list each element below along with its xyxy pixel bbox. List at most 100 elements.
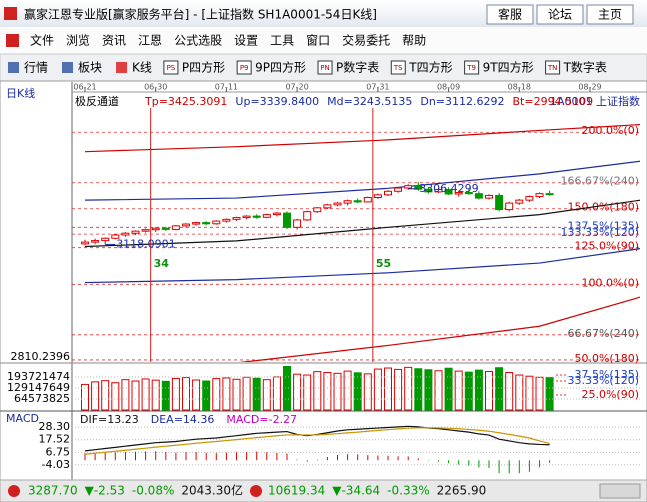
menu-item[interactable]: 交易委托	[342, 33, 390, 48]
volume-bar	[434, 370, 443, 411]
indicator-name: 极反通道	[75, 94, 119, 108]
cycle-label: 34	[154, 257, 170, 270]
volume-bar	[303, 374, 312, 411]
tool-icon-text[interactable]: PS	[167, 64, 176, 72]
tool-icon[interactable]	[8, 62, 19, 73]
volume-bar	[222, 377, 231, 411]
tool-icon[interactable]	[62, 62, 74, 73]
volume-bar	[414, 368, 423, 411]
tool-icon-text[interactable]: PN	[320, 64, 329, 72]
menu-item[interactable]: 窗口	[306, 34, 330, 48]
tool-label[interactable]: 板块	[78, 61, 102, 75]
menu-item[interactable]: 帮助	[402, 34, 426, 48]
candle-body	[485, 194, 493, 199]
volume-tick-label: 129147649	[7, 381, 70, 394]
x-tick-label: 07-31	[366, 83, 389, 92]
tool-icon[interactable]	[464, 60, 480, 75]
symbol: 1A0001 上证指数	[550, 94, 640, 108]
menu-item[interactable]: 设置	[234, 34, 258, 48]
tool-label[interactable]: T四方形	[408, 60, 452, 75]
candle-body	[434, 189, 443, 193]
volume-bar	[404, 366, 413, 411]
window-button-label[interactable]: 论坛	[548, 8, 572, 22]
window-button[interactable]	[486, 4, 534, 25]
volume-bar	[293, 373, 302, 411]
tool-label[interactable]: P四方形	[182, 60, 225, 75]
tool-label[interactable]: T数字表	[563, 60, 607, 75]
menu-item[interactable]: 浏览	[66, 33, 90, 48]
level-label: 25.0%(90)	[581, 388, 639, 401]
candle-body	[495, 194, 504, 211]
volume-bar	[333, 372, 342, 411]
chart-area	[0, 80, 647, 481]
candle-body	[81, 241, 89, 245]
candle-body	[343, 200, 352, 204]
tool-icon[interactable]	[116, 62, 128, 73]
status-icon	[8, 485, 20, 497]
tool-label[interactable]: 9T四方形	[483, 60, 534, 75]
status-item: ▼-34.64	[332, 484, 380, 498]
tool-label[interactable]: P数字表	[336, 60, 379, 75]
menu-item[interactable]: 公式选股	[174, 34, 222, 48]
tool-icon-text[interactable]: TN	[547, 64, 558, 72]
window-button[interactable]	[536, 4, 584, 25]
channel-line	[84, 160, 640, 201]
tool-label[interactable]: 行情	[24, 61, 48, 75]
volume-bar	[91, 381, 100, 411]
x-tick-label: 06-30	[144, 83, 167, 92]
channel-line	[84, 199, 640, 248]
candle-body	[111, 234, 120, 239]
macd-title: MACD	[6, 412, 39, 425]
candle-body	[101, 237, 110, 242]
tool-label[interactable]: K线	[132, 61, 152, 75]
candle-body	[242, 215, 251, 219]
window-button-label[interactable]: 主页	[598, 8, 622, 22]
level-label: 166.67%(240)	[560, 175, 639, 188]
menu-item[interactable]: 资讯	[102, 34, 126, 48]
annotation-label: 3306.4299	[419, 182, 479, 195]
volume-bar	[232, 378, 241, 411]
volume-bar	[131, 380, 140, 411]
volume-bar	[394, 368, 403, 411]
volume-bar	[535, 376, 544, 411]
cycle-label: 55	[376, 257, 391, 270]
menu-item[interactable]: 工具	[270, 34, 294, 48]
candle-body	[545, 193, 554, 196]
window-button[interactable]	[586, 4, 634, 25]
level-label: 137.5%(135)	[567, 219, 639, 232]
price-bottom-label: 2810.2396	[11, 350, 71, 363]
header-item: Tp=3425.3091	[144, 95, 227, 108]
tool-icon[interactable]	[317, 60, 333, 75]
candle-body	[262, 214, 271, 218]
status-control[interactable]	[599, 483, 641, 499]
candle-body	[222, 218, 231, 222]
menu-item[interactable]: 文件	[30, 33, 54, 48]
macd-tick-label: 28.30	[39, 420, 71, 433]
tool-label[interactable]: 9P四方形	[255, 60, 306, 75]
tool-icon[interactable]	[390, 60, 406, 75]
tool-icon[interactable]	[545, 60, 561, 75]
x-tick-label: 08-18	[508, 83, 531, 92]
candle-body	[303, 211, 312, 221]
tool-icon-text[interactable]: P9	[240, 64, 249, 72]
tool-icon[interactable]	[236, 60, 252, 75]
volume-bar	[81, 383, 89, 411]
price-plot	[81, 123, 640, 362]
candle-body	[212, 220, 221, 225]
volume-bar	[212, 378, 221, 411]
tool-icon-text[interactable]: TS	[393, 64, 403, 72]
menu-item[interactable]: 江恩	[138, 34, 162, 48]
candle-body	[353, 200, 362, 203]
level-label: 37.5%(135)	[574, 368, 639, 381]
candle-body	[444, 189, 453, 195]
tool-icon-text[interactable]: T9	[466, 64, 476, 72]
macd-tick-label: 6.75	[46, 445, 71, 458]
tool-icon[interactable]	[163, 60, 179, 75]
window-title: 赢家江恩专业版[赢家服务平台] - [上证指数 SH1A0001-54日K线]	[24, 7, 377, 22]
volume-bar	[464, 371, 473, 411]
macd-tick-label: -4.03	[42, 458, 70, 471]
window-button-label[interactable]: 客服	[498, 7, 522, 22]
header-item: Dn=3112.6292	[420, 95, 504, 108]
x-tick-label: 06-21	[73, 83, 96, 92]
volume-bar	[444, 367, 453, 411]
